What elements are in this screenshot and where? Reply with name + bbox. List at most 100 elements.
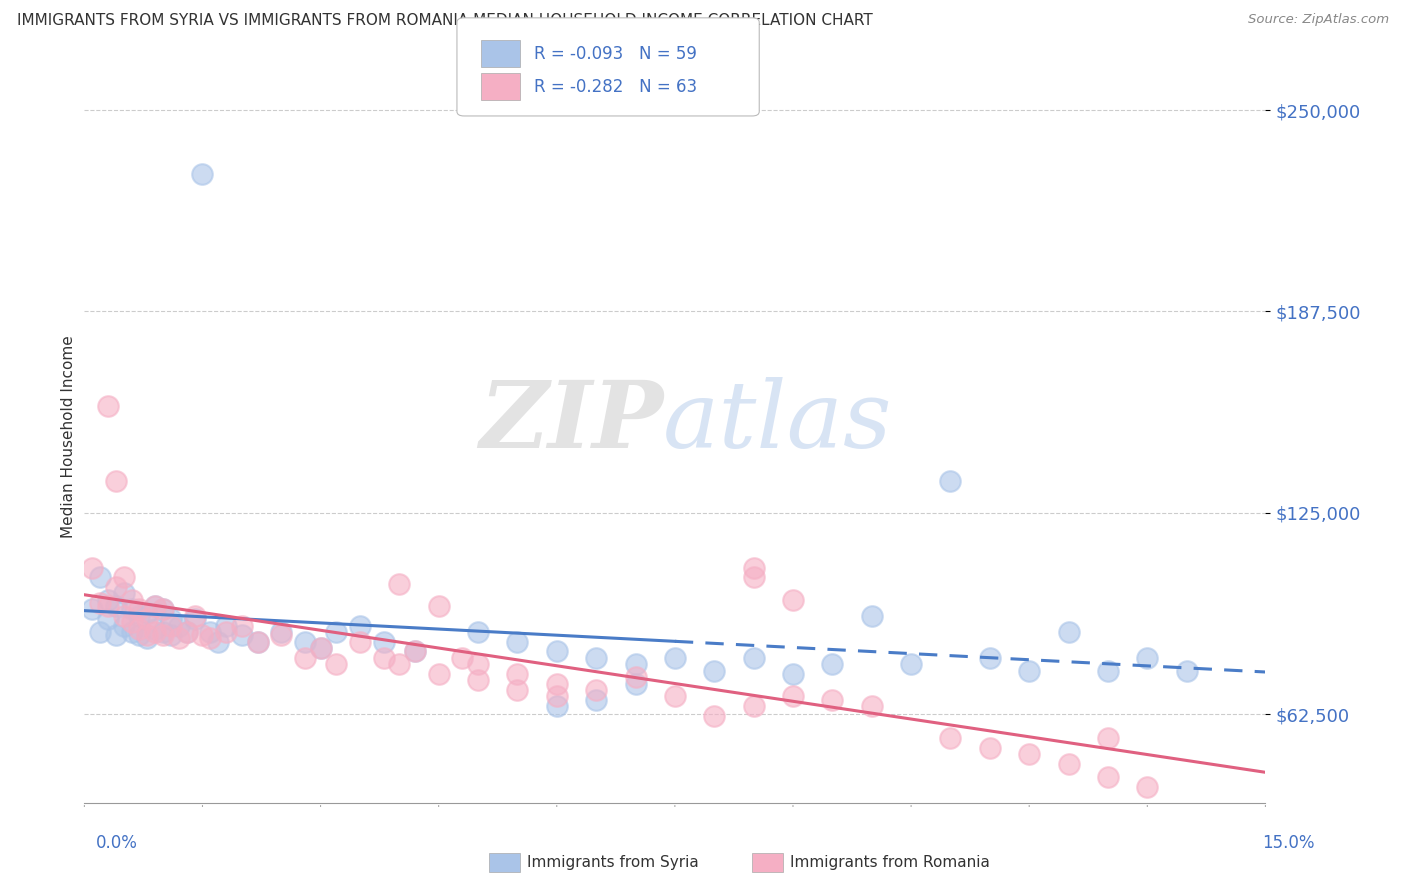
Point [703,708,725,723]
Point [231,618,253,632]
Point [467,673,489,688]
Point [939,474,962,488]
Text: 0.0%: 0.0% [96,834,138,852]
Point [467,657,489,672]
Point [167,618,190,632]
Point [782,690,804,704]
Point [128,628,150,642]
Point [160,612,183,626]
Point [742,570,765,584]
Point [1136,780,1159,794]
Point [782,667,804,681]
Point [373,634,395,648]
Point [128,608,150,623]
Point [821,657,844,672]
Point [782,592,804,607]
Point [742,650,765,665]
Point [121,615,143,630]
Point [183,608,205,623]
Point [427,599,450,614]
Point [112,618,135,632]
Point [664,690,686,704]
Point [200,632,222,646]
Point [121,625,143,640]
Point [176,625,198,640]
Point [506,634,529,648]
Point [1097,664,1119,678]
Point [349,634,371,648]
Point [128,622,150,636]
Point [979,650,1001,665]
Point [136,628,159,642]
Point [624,657,647,672]
Point [97,612,120,626]
Point [1136,650,1159,665]
Point [143,599,166,614]
Text: atlas: atlas [664,377,893,467]
Point [546,699,568,714]
Point [97,599,120,614]
Text: 15.0%: 15.0% [1263,834,1315,852]
Point [1018,664,1040,678]
Text: ZIP: ZIP [479,377,664,467]
Point [152,602,174,616]
Point [136,632,159,646]
Point [167,632,190,646]
Point [585,650,607,665]
Point [1097,731,1119,746]
Point [860,608,883,623]
Point [143,599,166,614]
Point [349,618,371,632]
Point [270,625,292,640]
Text: Immigrants from Syria: Immigrants from Syria [527,855,699,870]
Point [183,612,205,626]
Point [585,683,607,698]
Point [294,650,316,665]
Point [325,657,347,672]
Point [939,731,962,746]
Point [231,628,253,642]
Point [104,474,127,488]
Point [860,699,883,714]
Point [121,602,143,616]
Point [309,641,332,656]
Point [82,602,104,616]
Point [89,570,111,584]
Point [546,644,568,658]
Text: IMMIGRANTS FROM SYRIA VS IMMIGRANTS FROM ROMANIA MEDIAN HOUSEHOLD INCOME CORRELA: IMMIGRANTS FROM SYRIA VS IMMIGRANTS FROM… [17,13,873,29]
Point [143,625,166,640]
Point [664,650,686,665]
Point [742,699,765,714]
Point [112,608,135,623]
Point [207,634,229,648]
Y-axis label: Median Household Income: Median Household Income [60,335,76,539]
Point [246,634,269,648]
Point [404,644,426,658]
Point [427,667,450,681]
Point [136,606,159,620]
Point [404,644,426,658]
Point [152,628,174,642]
Point [97,400,120,414]
Point [112,586,135,600]
Point [200,625,222,640]
Text: R = -0.282   N = 63: R = -0.282 N = 63 [534,78,697,95]
Point [1057,757,1080,772]
Point [451,650,474,665]
Point [703,664,725,678]
Point [546,690,568,704]
Point [215,618,238,632]
Point [325,625,347,640]
Point [467,625,489,640]
Point [89,596,111,610]
Point [1097,770,1119,784]
Point [136,612,159,626]
Point [294,634,316,648]
Point [546,676,568,690]
Point [152,602,174,616]
Point [270,628,292,642]
Point [742,560,765,574]
Point [97,592,120,607]
Point [104,628,127,642]
Point [821,692,844,706]
